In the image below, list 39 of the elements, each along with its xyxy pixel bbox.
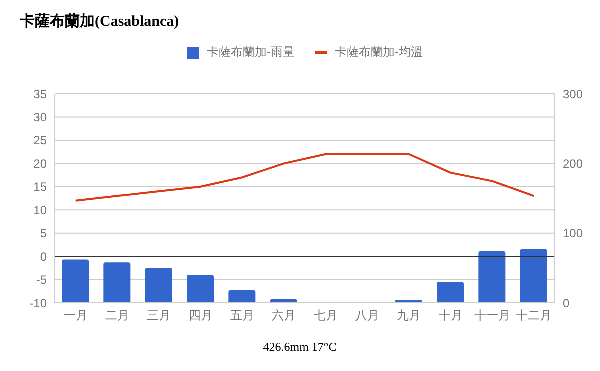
x-tick-label: 三月 (147, 308, 172, 323)
y2-tick-label: 300 (563, 87, 584, 102)
x-tick-label: 四月 (188, 308, 213, 323)
x-tick-label: 八月 (356, 308, 380, 323)
line-series (74, 153, 536, 202)
y-tick-label: 35 (34, 87, 48, 102)
y-tick-label: 15 (34, 180, 48, 194)
y2-tick-label: 0 (563, 296, 570, 310)
x-tick-label: 十二月 (516, 308, 552, 323)
bar (104, 262, 131, 303)
x-tick-label: 九月 (397, 308, 422, 323)
y-tick-label: 25 (34, 134, 48, 148)
x-tick-label: 十一月 (474, 308, 510, 323)
legend-label: 卡薩布蘭加-雨量 (207, 44, 295, 61)
y-tick-label: -5 (36, 273, 48, 288)
bar (437, 282, 464, 303)
bar (145, 268, 172, 303)
y2-tick-label: 100 (563, 226, 584, 241)
x-tick-label: 六月 (272, 308, 296, 323)
y-tick-label: 10 (34, 203, 48, 218)
x-tick-label: 五月 (230, 308, 254, 323)
bar (478, 251, 506, 303)
y-tick-label: 5 (40, 226, 48, 241)
x-tick-label: 十月 (438, 308, 463, 323)
bar (520, 249, 548, 303)
x-tick-label: 七月 (314, 308, 338, 323)
x-tick-label: 一月 (64, 308, 88, 323)
chart-title: 卡薩布蘭加(Casablanca) (20, 12, 180, 31)
text: 426.6mm 17°C (262, 340, 338, 355)
bar (187, 275, 214, 303)
legend-label: 卡薩布蘭加-均溫 (335, 44, 423, 61)
y-tick-label: 20 (34, 156, 48, 171)
y2-tick-label: 200 (563, 156, 584, 171)
y-tick-label: -10 (30, 296, 48, 310)
y-tick-label: 0 (40, 250, 48, 264)
y-tick-label: 30 (34, 110, 48, 124)
bar (228, 290, 256, 303)
x-tick-label: 二月 (106, 308, 130, 323)
bar (62, 260, 89, 303)
